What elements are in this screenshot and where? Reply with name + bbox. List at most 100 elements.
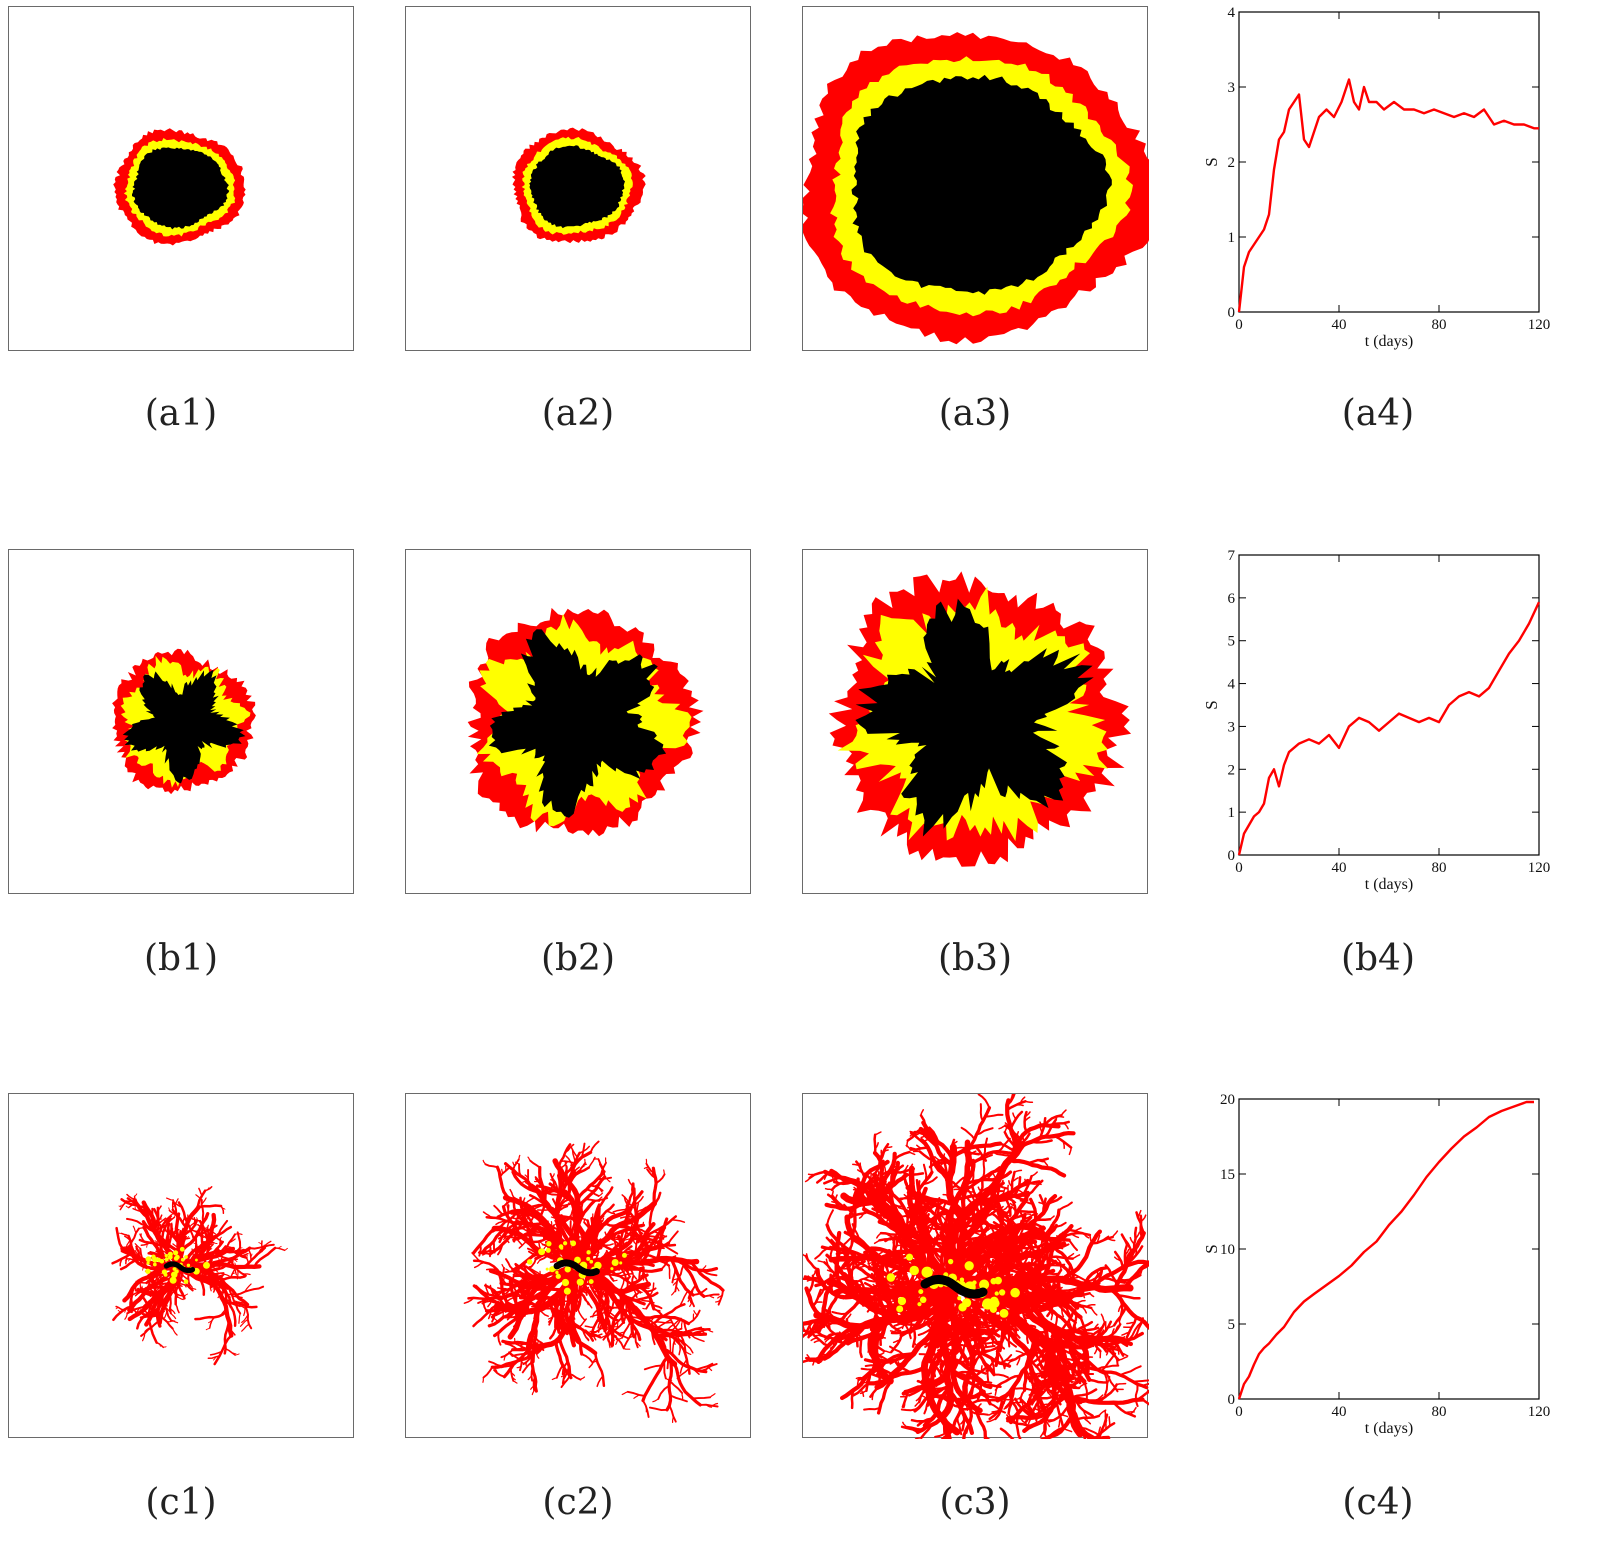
branch: [1100, 1352, 1117, 1372]
branch: [1060, 1280, 1101, 1305]
branch: [525, 1265, 554, 1285]
branch: [621, 1391, 629, 1396]
branch: [1134, 1383, 1139, 1408]
branch: [999, 1427, 1015, 1439]
branch: [1014, 1387, 1039, 1393]
branch: [184, 1262, 202, 1269]
branch: [1094, 1320, 1113, 1344]
branch: [467, 1296, 501, 1300]
branch: [971, 1163, 976, 1183]
branch: [491, 1309, 498, 1323]
branch: [1035, 1393, 1064, 1400]
branch: [133, 1195, 137, 1206]
branch: [920, 1237, 936, 1248]
quiescent-patch: [173, 1250, 179, 1256]
branch: [528, 1310, 540, 1315]
branch: [806, 1274, 815, 1295]
branch: [922, 1384, 952, 1428]
branch: [472, 1304, 498, 1328]
y-tick-label: 3: [1228, 80, 1236, 96]
branch: [1009, 1110, 1024, 1130]
quiescent-patch: [610, 1267, 614, 1271]
branch: [1117, 1356, 1128, 1361]
plot-frame: [1238, 554, 1540, 856]
branch: [1031, 1396, 1038, 1406]
branch: [570, 1146, 579, 1158]
branch: [524, 1278, 537, 1283]
quiescent-patch: [589, 1259, 594, 1264]
caption-b3: (b3): [937, 938, 1013, 979]
branch: [1079, 1331, 1144, 1347]
branch: [642, 1399, 650, 1418]
branch: [889, 1345, 905, 1356]
quiescent-patch: [947, 1258, 954, 1265]
branch: [822, 1323, 867, 1361]
branch: [940, 1366, 947, 1383]
y-tick-label: 20: [1220, 1093, 1235, 1108]
branch: [134, 1243, 141, 1250]
branch: [666, 1319, 680, 1331]
branch: [950, 1141, 1003, 1159]
branch: [1123, 1260, 1149, 1290]
branch: [1046, 1394, 1071, 1412]
y-tick-label: 0: [1228, 1392, 1236, 1408]
branch: [648, 1406, 669, 1412]
branch: [1041, 1343, 1057, 1363]
branch: [974, 1145, 988, 1162]
branch: [166, 1223, 173, 1252]
branch: [1021, 1324, 1036, 1329]
branch: [612, 1208, 627, 1213]
branch: [808, 1170, 827, 1180]
branch: [589, 1184, 604, 1192]
branch: [811, 1288, 822, 1308]
y-tick-label: 6: [1228, 591, 1236, 607]
branch: [565, 1155, 574, 1167]
branch: [1132, 1379, 1149, 1383]
branch: [960, 1237, 972, 1249]
x-tick-label: 80: [1432, 317, 1447, 333]
branch: [522, 1355, 535, 1366]
branch: [200, 1199, 205, 1224]
branch: [670, 1219, 686, 1223]
branch: [1108, 1287, 1149, 1331]
branch: [996, 1233, 1011, 1255]
branch: [227, 1286, 242, 1315]
branch: [993, 1322, 1006, 1335]
caption-c4: (c4): [1342, 1482, 1414, 1523]
branch: [528, 1257, 537, 1270]
branch: [581, 1142, 586, 1159]
branch: [597, 1186, 614, 1210]
quiescent-patch: [918, 1289, 924, 1295]
branch: [238, 1312, 241, 1324]
quiescent-patch: [999, 1289, 1006, 1296]
branch: [671, 1338, 676, 1355]
branch: [1078, 1382, 1088, 1389]
branch: [871, 1352, 916, 1374]
branch: [229, 1266, 237, 1279]
necrotic-core: [529, 145, 625, 229]
branch: [689, 1260, 725, 1292]
y-tick-label: 7: [1228, 549, 1236, 564]
x-axis-label: t (days): [1365, 1420, 1413, 1437]
branch: [1043, 1118, 1058, 1138]
branch: [984, 1435, 991, 1439]
branch: [657, 1384, 671, 1400]
branch: [224, 1348, 236, 1356]
branch: [1019, 1389, 1026, 1403]
branch: [865, 1365, 877, 1384]
branch: [1005, 1384, 1070, 1421]
branch: [554, 1183, 568, 1219]
branch: [1032, 1371, 1056, 1376]
branch: [508, 1279, 523, 1313]
branch: [576, 1170, 606, 1202]
branch: [626, 1201, 636, 1210]
branch: [1113, 1250, 1126, 1274]
branch: [1014, 1397, 1034, 1420]
branch: [1106, 1436, 1111, 1439]
branch: [965, 1187, 978, 1204]
branch: [995, 1221, 1015, 1239]
branch: [872, 1192, 891, 1195]
quiescent-patch: [994, 1291, 999, 1296]
y-axis-label: S: [1202, 1244, 1221, 1253]
branch: [671, 1317, 682, 1332]
